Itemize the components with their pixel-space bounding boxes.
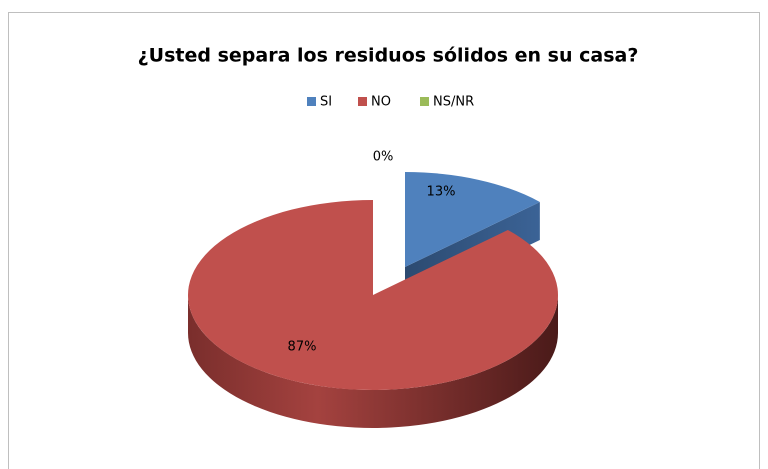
- legend-swatch: [307, 97, 316, 106]
- data-label: 0%: [373, 150, 394, 165]
- legend-label: NS/NR: [433, 95, 474, 110]
- data-label: 13%: [427, 185, 456, 200]
- legend-swatch: [420, 97, 429, 106]
- legend-swatch: [358, 97, 367, 106]
- legend-label: SI: [320, 95, 332, 110]
- pie: 13% 87% 0%: [188, 150, 558, 428]
- legend-label: NO: [371, 95, 391, 110]
- chart-title: ¿Usted separa los residuos sólidos en su…: [138, 45, 639, 67]
- slice: [405, 172, 540, 267]
- slice-side: [188, 295, 558, 428]
- data-label: 87%: [288, 340, 317, 355]
- slice: [188, 200, 558, 391]
- legend: SI NO NS/NR: [307, 95, 474, 110]
